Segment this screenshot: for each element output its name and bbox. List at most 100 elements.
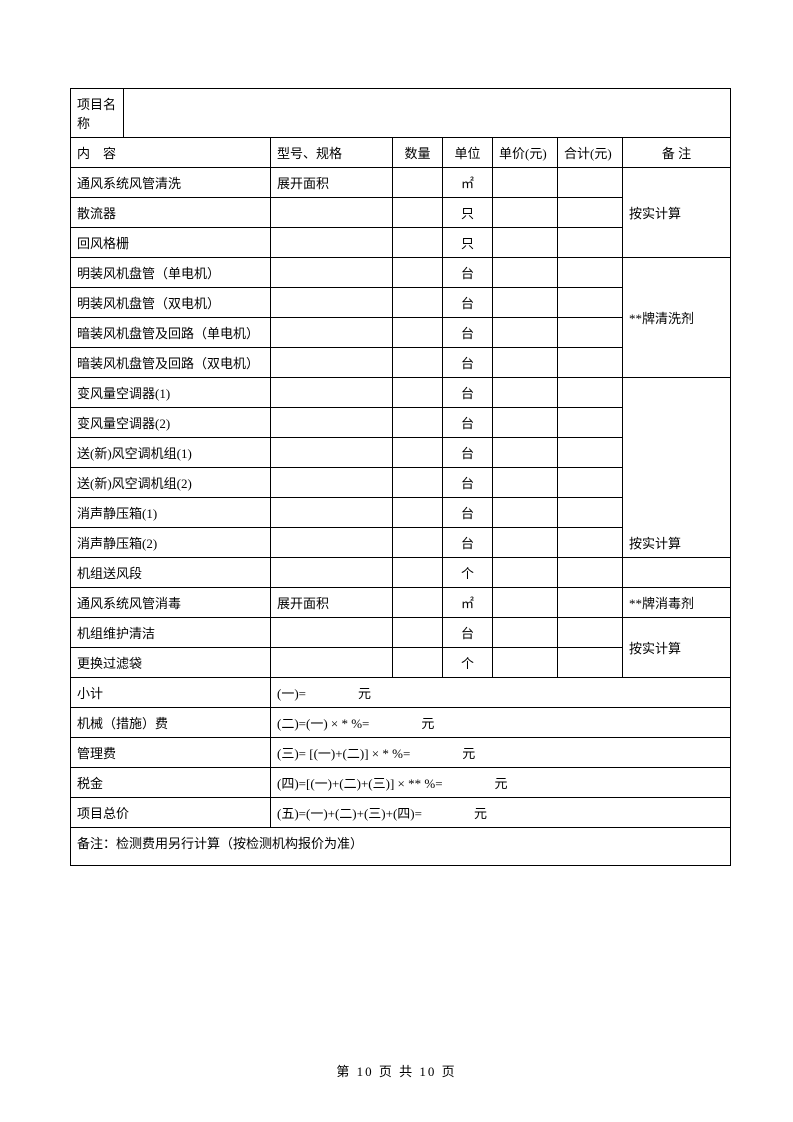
- cell-price: [493, 378, 558, 408]
- cell-model: [271, 618, 393, 648]
- table-row: 变风量空调器(2) 台: [71, 408, 731, 438]
- cell-total: [558, 438, 623, 468]
- cell-total: [558, 468, 623, 498]
- cell-unit: 台: [443, 348, 493, 378]
- cell-qty: [393, 198, 443, 228]
- cell-unit: 台: [443, 498, 493, 528]
- tax-value: (四)=[(一)+(二)+(三)] × ** %= 元: [271, 768, 731, 798]
- mgmt-fee-row: 管理费 (三)= [(一)+(二)] × * %= 元: [71, 738, 731, 768]
- table-row: 消声静压箱(1) 台: [71, 498, 731, 528]
- cell-content: 通风系统风管清洗: [71, 168, 271, 198]
- table-row: 明装风机盘管（单电机） 台 **牌清洗剂: [71, 258, 731, 288]
- cell-price: [493, 558, 558, 588]
- table-row: 通风系统风管清洗 展开面积 ㎡ 按实计算: [71, 168, 731, 198]
- mgmt-label: 管理费: [71, 738, 271, 768]
- cell-content: 通风系统风管消毒: [71, 588, 271, 618]
- cell-model: [271, 288, 393, 318]
- col-qty: 数量: [393, 138, 443, 168]
- cell-content: 明装风机盘管（单电机）: [71, 258, 271, 288]
- project-name-value: [124, 89, 731, 138]
- table-row: 送(新)风空调机组(2) 台: [71, 468, 731, 498]
- cell-content: 机组送风段: [71, 558, 271, 588]
- cell-content: 机组维护清洁: [71, 618, 271, 648]
- cell-content: 送(新)风空调机组(1): [71, 438, 271, 468]
- col-model: 型号、规格: [271, 138, 393, 168]
- cell-price: [493, 438, 558, 468]
- cell-price: [493, 468, 558, 498]
- table-row: 送(新)风空调机组(1) 台: [71, 438, 731, 468]
- cell-content: 送(新)风空调机组(2): [71, 468, 271, 498]
- note-row: 备注：检测费用另行计算（按检测机构报价为准）: [71, 828, 731, 866]
- cell-content: 更换过滤袋: [71, 648, 271, 678]
- cell-model: [271, 408, 393, 438]
- project-name-label: 项目名称: [71, 89, 124, 138]
- cell-unit: 台: [443, 318, 493, 348]
- total-row: 项目总价 (五)=(一)+(二)+(三)+(四)= 元: [71, 798, 731, 828]
- col-price: 单价(元): [493, 138, 558, 168]
- cell-content: 暗装风机盘管及回路（单电机）: [71, 318, 271, 348]
- cell-model: [271, 198, 393, 228]
- cell-model: [271, 348, 393, 378]
- cell-price: [493, 618, 558, 648]
- cell-total: [558, 498, 623, 528]
- cell-content: 回风格栅: [71, 228, 271, 258]
- cell-total: [558, 528, 623, 558]
- cell-model: 展开面积: [271, 168, 393, 198]
- subtotal-value: (一)= 元: [271, 678, 731, 708]
- cell-model: 展开面积: [271, 588, 393, 618]
- cell-qty: [393, 168, 443, 198]
- total-value: (五)=(一)+(二)+(三)+(四)= 元: [271, 798, 731, 828]
- cell-price: [493, 318, 558, 348]
- cell-qty: [393, 288, 443, 318]
- cell-qty: [393, 258, 443, 288]
- cell-total: [558, 258, 623, 288]
- cell-remark: [623, 498, 731, 528]
- table-row: 变风量空调器(1) 台: [71, 378, 731, 408]
- mech-fee-row: 机械（措施）费 (二)=(一) × * %= 元: [71, 708, 731, 738]
- mech-value: (二)=(一) × * %= 元: [271, 708, 731, 738]
- cell-total: [558, 348, 623, 378]
- cell-model: [271, 228, 393, 258]
- cell-model: [271, 468, 393, 498]
- table-row: 消声静压箱(2) 台 按实计算: [71, 528, 731, 558]
- cell-unit: 个: [443, 558, 493, 588]
- cell-unit: 台: [443, 528, 493, 558]
- cell-unit: ㎡: [443, 588, 493, 618]
- cell-model: [271, 528, 393, 558]
- cell-total: [558, 648, 623, 678]
- cell-price: [493, 168, 558, 198]
- cell-price: [493, 228, 558, 258]
- cell-unit: 台: [443, 258, 493, 288]
- cell-unit: ㎡: [443, 168, 493, 198]
- cell-unit: 台: [443, 468, 493, 498]
- cell-price: [493, 288, 558, 318]
- cell-qty: [393, 528, 443, 558]
- cell-unit: 个: [443, 648, 493, 678]
- cell-unit: 只: [443, 198, 493, 228]
- total-label: 项目总价: [71, 798, 271, 828]
- cell-unit: 台: [443, 438, 493, 468]
- cell-model: [271, 318, 393, 348]
- cell-model: [271, 438, 393, 468]
- cell-price: [493, 408, 558, 438]
- cell-price: [493, 588, 558, 618]
- cell-total: [558, 288, 623, 318]
- cell-model: [271, 378, 393, 408]
- cell-remark: 按实计算: [623, 528, 731, 558]
- cell-remark: [623, 438, 731, 468]
- col-unit: 单位: [443, 138, 493, 168]
- cell-total: [558, 318, 623, 348]
- cell-price: [493, 258, 558, 288]
- cell-total: [558, 618, 623, 648]
- cell-price: [493, 648, 558, 678]
- cell-content: 暗装风机盘管及回路（双电机）: [71, 348, 271, 378]
- cell-content: 消声静压箱(2): [71, 528, 271, 558]
- tax-row: 税金 (四)=[(一)+(二)+(三)] × ** %= 元: [71, 768, 731, 798]
- cell-qty: [393, 438, 443, 468]
- cost-table: 项目名称 内 容 型号、规格 数量 单位 单价(元) 合计(元) 备 注 通风系…: [70, 88, 731, 866]
- cell-qty: [393, 648, 443, 678]
- cell-unit: 台: [443, 288, 493, 318]
- cell-price: [493, 498, 558, 528]
- table-row: 机组维护清洁 台 按实计算: [71, 618, 731, 648]
- cell-content: 变风量空调器(2): [71, 408, 271, 438]
